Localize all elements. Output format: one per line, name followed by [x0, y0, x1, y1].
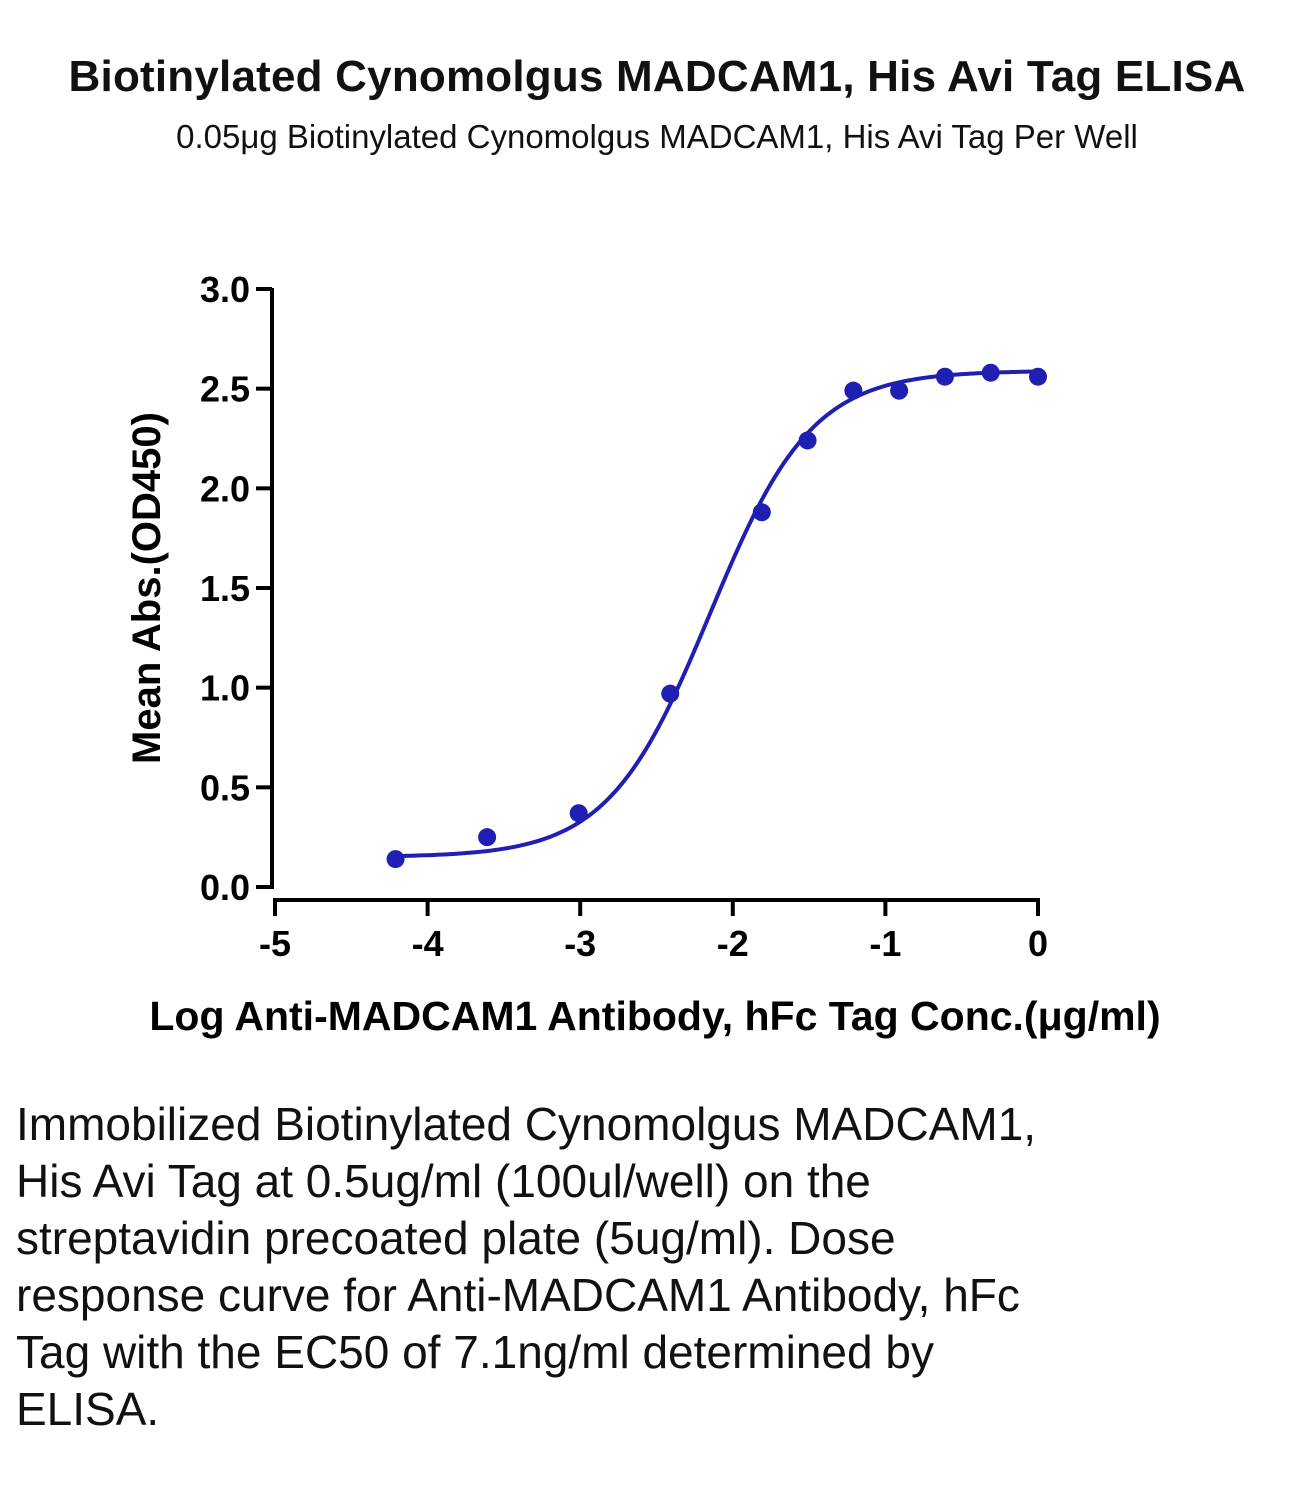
y-tick-label: 3.0: [200, 269, 250, 310]
x-tick-label: -1: [869, 923, 901, 964]
data-point: [569, 804, 588, 823]
x-tick-label: -2: [717, 923, 749, 964]
y-axis-label: Mean Abs.(OD450): [125, 412, 169, 764]
x-tick-label: 0: [1028, 923, 1048, 964]
data-point: [890, 381, 909, 400]
chart-subtitle: 0.05μg Biotinylated Cynomolgus MADCAM1, …: [176, 118, 1138, 155]
y-tick-label: 0.0: [200, 867, 250, 908]
y-tick-label: 0.5: [200, 767, 250, 808]
data-point: [386, 850, 405, 869]
data-point: [935, 367, 954, 386]
ticks: 0.0 0.5 1.0 1.5 2.0 2.5 3.0 -5 -4 -3 -2 -1 0: [200, 269, 1048, 964]
y-tick-label: 1.0: [200, 668, 250, 709]
y-tick-label: 1.5: [200, 568, 250, 609]
data-point: [981, 363, 1000, 382]
data-point: [1029, 367, 1047, 386]
x-tick-label: -4: [412, 923, 444, 964]
y-tick-label: 2.0: [200, 468, 250, 509]
data-points: [386, 363, 1047, 869]
figure-caption: Immobilized Biotinylated Cynomolgus MADC…: [16, 1098, 1037, 1435]
fit-curve: [395, 369, 1039, 859]
x-axis-label: Log Anti-MADCAM1 Antibody, hFc Tag Conc.…: [149, 993, 1160, 1039]
data-point: [478, 828, 497, 847]
x-tick-label: -5: [259, 923, 291, 964]
data-point: [661, 684, 680, 703]
chart-title: Biotinylated Cynomolgus MADCAM1, His Avi…: [68, 52, 1246, 101]
x-tick-label: -3: [564, 923, 596, 964]
y-tick-label: 2.5: [200, 369, 250, 410]
data-point: [752, 503, 771, 522]
dose-response-chart: 0.0 0.5 1.0 1.5 2.0 2.5 3.0 -5 -4 -3 -2 -1 0 Mean Ab…: [125, 269, 1161, 1039]
data-point: [844, 381, 863, 400]
data-point: [798, 431, 817, 450]
